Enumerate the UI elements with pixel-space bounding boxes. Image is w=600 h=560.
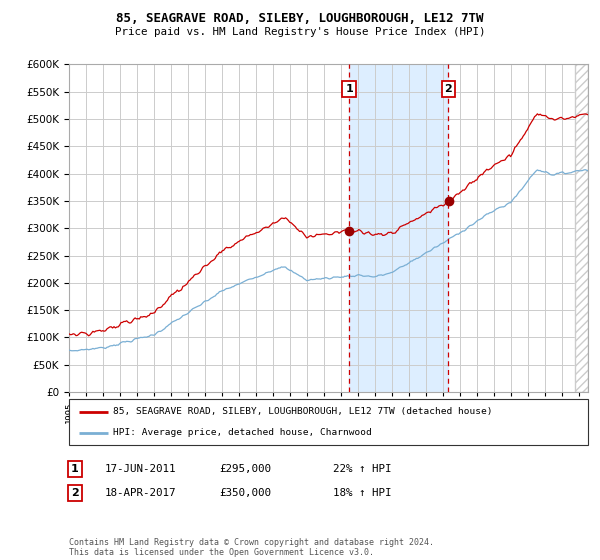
Text: 1: 1 — [345, 84, 353, 94]
Text: HPI: Average price, detached house, Charnwood: HPI: Average price, detached house, Char… — [113, 428, 372, 437]
FancyBboxPatch shape — [69, 399, 588, 445]
Text: 85, SEAGRAVE ROAD, SILEBY, LOUGHBOROUGH, LE12 7TW (detached house): 85, SEAGRAVE ROAD, SILEBY, LOUGHBOROUGH,… — [113, 407, 493, 416]
Bar — [575, 64, 588, 392]
Text: £350,000: £350,000 — [219, 488, 271, 498]
Text: 85, SEAGRAVE ROAD, SILEBY, LOUGHBOROUGH, LE12 7TW: 85, SEAGRAVE ROAD, SILEBY, LOUGHBOROUGH,… — [116, 12, 484, 25]
Text: 2: 2 — [445, 84, 452, 94]
Bar — [349, 64, 448, 392]
Text: Price paid vs. HM Land Registry's House Price Index (HPI): Price paid vs. HM Land Registry's House … — [115, 27, 485, 37]
Text: 18% ↑ HPI: 18% ↑ HPI — [333, 488, 392, 498]
Text: 17-JUN-2011: 17-JUN-2011 — [105, 464, 176, 474]
Text: 18-APR-2017: 18-APR-2017 — [105, 488, 176, 498]
Text: £295,000: £295,000 — [219, 464, 271, 474]
Bar — [575, 64, 588, 392]
Text: 1: 1 — [71, 464, 79, 474]
Text: 22% ↑ HPI: 22% ↑ HPI — [333, 464, 392, 474]
Text: Contains HM Land Registry data © Crown copyright and database right 2024.
This d: Contains HM Land Registry data © Crown c… — [69, 538, 434, 557]
Text: 2: 2 — [71, 488, 79, 498]
